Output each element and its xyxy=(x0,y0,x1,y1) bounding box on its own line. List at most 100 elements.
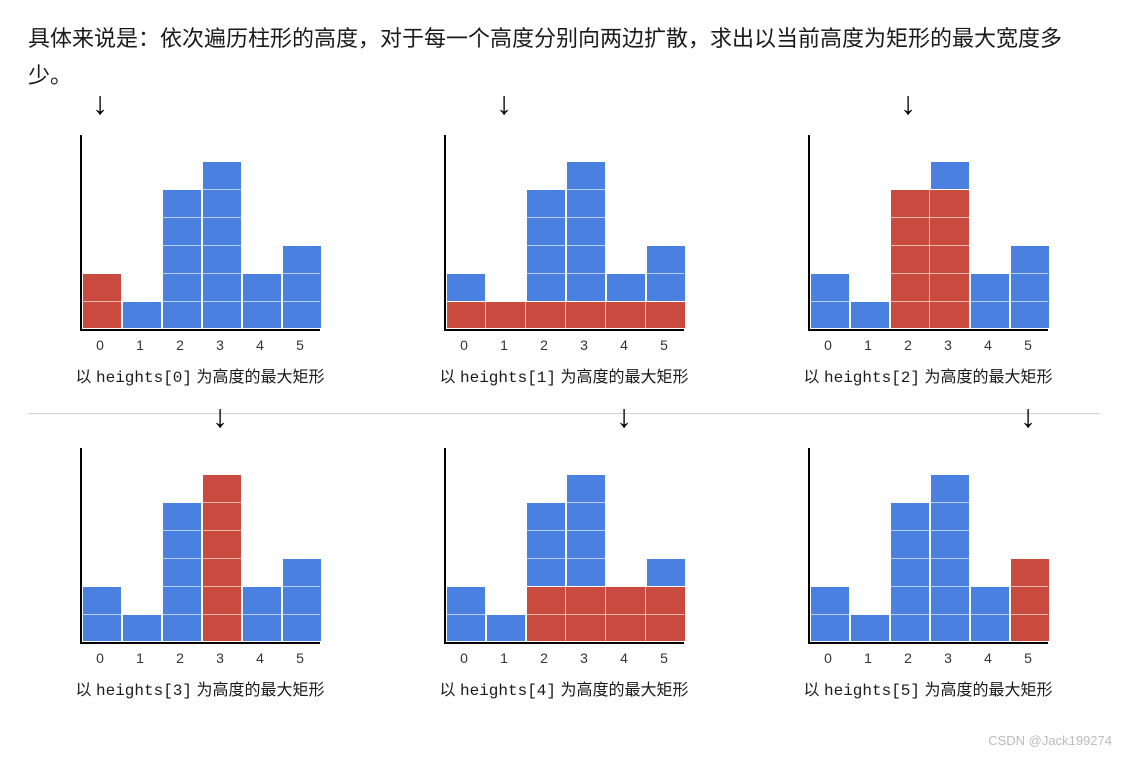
bar xyxy=(810,273,850,329)
histogram-chart xyxy=(444,448,684,644)
caption-code: heights[0] xyxy=(96,369,192,387)
chart-wrap: ↓ xyxy=(808,135,1048,331)
chart-panel: ↓ 012345 以 heights[4] 为高度的最大矩形 xyxy=(392,448,736,700)
x-tick-label: 4 xyxy=(968,650,1008,666)
chart-panel: ↓ 012345 以 heights[2] 为高度的最大矩形 xyxy=(756,135,1100,387)
chart-grid: ↓012345以 heights[0] 为高度的最大矩形↓012345以 hei… xyxy=(28,135,1100,700)
x-tick-label: 0 xyxy=(444,650,484,666)
x-tick-label: 3 xyxy=(200,650,240,666)
bar xyxy=(242,273,282,329)
x-axis: 012345 xyxy=(80,337,320,353)
panel-caption: 以 heights[0] 为高度的最大矩形 xyxy=(76,363,325,387)
x-tick-label: 1 xyxy=(120,650,160,666)
x-tick-label: 3 xyxy=(564,337,604,353)
chart-wrap: ↓ xyxy=(444,448,684,644)
x-tick-label: 0 xyxy=(444,337,484,353)
caption-suffix: 为高度的最大矩形 xyxy=(920,369,1052,386)
bar xyxy=(282,245,322,329)
x-tick-label: 5 xyxy=(1008,337,1048,353)
chart-panel: ↓ 012345 以 heights[0] 为高度的最大矩形 xyxy=(28,135,372,387)
x-tick-label: 4 xyxy=(240,337,280,353)
bar xyxy=(82,586,122,642)
caption-prefix: 以 xyxy=(76,369,96,386)
caption-prefix: 以 xyxy=(440,369,460,386)
highlight-rect xyxy=(202,474,242,642)
x-tick-label: 3 xyxy=(200,337,240,353)
bar xyxy=(122,301,162,329)
chart-panel: ↓ 012345 以 heights[3] 为高度的最大矩形 xyxy=(28,448,372,700)
x-tick-label: 4 xyxy=(604,650,644,666)
highlight-rect xyxy=(446,301,686,329)
chart-wrap: ↓ xyxy=(80,135,320,331)
panel-caption: 以 heights[2] 为高度的最大矩形 xyxy=(804,363,1053,387)
x-axis: 012345 xyxy=(808,337,1048,353)
x-axis: 012345 xyxy=(808,650,1048,666)
arrow-icon: ↓ xyxy=(90,87,110,119)
bar xyxy=(282,558,322,642)
x-tick-label: 3 xyxy=(564,650,604,666)
x-tick-label: 3 xyxy=(928,650,968,666)
bar xyxy=(930,474,970,642)
caption-prefix: 以 xyxy=(440,682,460,699)
highlight-rect xyxy=(890,189,970,329)
caption-code: heights[2] xyxy=(824,369,920,387)
bar xyxy=(890,502,930,642)
x-tick-label: 0 xyxy=(80,650,120,666)
histogram-chart xyxy=(444,135,684,331)
arrow-icon: ↓ xyxy=(614,400,634,432)
x-tick-label: 2 xyxy=(888,337,928,353)
panel-caption: 以 heights[1] 为高度的最大矩形 xyxy=(440,363,689,387)
x-tick-label: 5 xyxy=(1008,650,1048,666)
x-tick-label: 2 xyxy=(888,650,928,666)
histogram-chart xyxy=(80,135,320,331)
histogram-chart xyxy=(80,448,320,644)
chart-wrap: ↓ xyxy=(444,135,684,331)
bar xyxy=(162,502,202,642)
bar xyxy=(162,189,202,329)
x-tick-label: 1 xyxy=(848,337,888,353)
bar xyxy=(810,586,850,642)
x-tick-label: 3 xyxy=(928,337,968,353)
x-tick-label: 5 xyxy=(644,337,684,353)
x-tick-label: 1 xyxy=(484,337,524,353)
caption-prefix: 以 xyxy=(804,369,824,386)
highlight-rect xyxy=(1010,558,1050,642)
row-divider xyxy=(28,413,1100,414)
x-tick-label: 2 xyxy=(160,337,200,353)
caption-code: heights[1] xyxy=(460,369,556,387)
bar xyxy=(1010,245,1050,329)
chart-wrap: ↓ xyxy=(808,448,1048,644)
caption-prefix: 以 xyxy=(804,682,824,699)
caption-code: heights[3] xyxy=(96,682,192,700)
x-tick-label: 0 xyxy=(808,650,848,666)
x-tick-label: 1 xyxy=(484,650,524,666)
bar xyxy=(242,586,282,642)
chart-wrap: ↓ xyxy=(80,448,320,644)
bar xyxy=(970,586,1010,642)
x-axis: 012345 xyxy=(444,650,684,666)
arrow-icon: ↓ xyxy=(210,400,230,432)
arrow-icon: ↓ xyxy=(494,87,514,119)
bar xyxy=(850,614,890,642)
watermark-text: CSDN @Jack199274 xyxy=(988,733,1112,748)
x-tick-label: 2 xyxy=(524,337,564,353)
histogram-chart xyxy=(808,448,1048,644)
panel-caption: 以 heights[3] 为高度的最大矩形 xyxy=(76,676,325,700)
x-tick-label: 4 xyxy=(968,337,1008,353)
x-tick-label: 5 xyxy=(280,650,320,666)
x-axis: 012345 xyxy=(80,650,320,666)
bar xyxy=(122,614,162,642)
panel-caption: 以 heights[4] 为高度的最大矩形 xyxy=(440,676,689,700)
x-tick-label: 0 xyxy=(808,337,848,353)
caption-suffix: 为高度的最大矩形 xyxy=(920,682,1052,699)
chart-panel: ↓012345以 heights[5] 为高度的最大矩形 xyxy=(756,448,1100,700)
caption-code: heights[4] xyxy=(460,682,556,700)
bar xyxy=(202,161,242,329)
highlight-rect xyxy=(82,273,122,329)
caption-prefix: 以 xyxy=(76,682,96,699)
x-tick-label: 2 xyxy=(160,650,200,666)
bar xyxy=(446,586,486,642)
description-text: 具体来说是：依次遍历柱形的高度，对于每一个高度分别向两边扩散，求出以当前高度为矩… xyxy=(28,20,1100,95)
x-tick-label: 4 xyxy=(240,650,280,666)
x-axis: 012345 xyxy=(444,337,684,353)
